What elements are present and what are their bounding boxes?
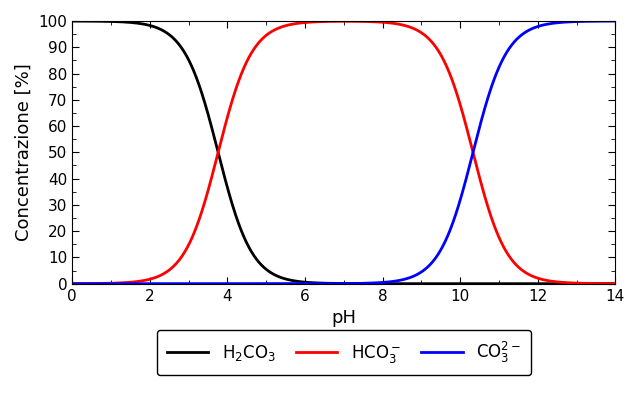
CO$_3^{2-}$ — [68, 281, 76, 286]
H$_2$CO$_3$ — [333, 281, 340, 286]
Line: H$_2$CO$_3$: H$_2$CO$_3$ — [72, 21, 616, 284]
HCO$_3^-$ — [612, 281, 620, 286]
H$_2$CO$_3$ — [612, 281, 620, 286]
HCO$_3^-$ — [318, 19, 326, 24]
HCO$_3^-$ — [596, 281, 604, 286]
HCO$_3^-$ — [497, 238, 504, 242]
H$_2$CO$_3$ — [496, 281, 504, 286]
HCO$_3^-$ — [333, 19, 340, 24]
HCO$_3^-$ — [596, 281, 604, 286]
Line: HCO$_3^-$: HCO$_3^-$ — [72, 21, 616, 284]
CO$_3^{2-}$ — [496, 63, 504, 68]
H$_2$CO$_3$ — [68, 19, 76, 23]
CO$_3^{2-}$ — [612, 19, 620, 23]
X-axis label: pH: pH — [332, 309, 356, 327]
H$_2$CO$_3$ — [96, 19, 104, 24]
Legend: H$_2$CO$_3$, HCO$_3^-$, CO$_3^{2-}$: H$_2$CO$_3$, HCO$_3^-$, CO$_3^{2-}$ — [157, 330, 531, 375]
Y-axis label: Concentrazione [%]: Concentrazione [%] — [15, 63, 33, 241]
H$_2$CO$_3$ — [596, 281, 604, 286]
HCO$_3^-$ — [68, 281, 76, 286]
CO$_3^{2-}$ — [596, 19, 604, 24]
H$_2$CO$_3$ — [595, 281, 603, 286]
H$_2$CO$_3$ — [318, 281, 326, 286]
CO$_3^{2-}$ — [96, 281, 104, 286]
HCO$_3^-$ — [342, 19, 349, 24]
CO$_3^{2-}$ — [318, 281, 326, 286]
CO$_3^{2-}$ — [595, 19, 603, 24]
Line: CO$_3^{2-}$: CO$_3^{2-}$ — [72, 21, 616, 284]
HCO$_3^-$ — [96, 281, 104, 286]
CO$_3^{2-}$ — [333, 281, 340, 286]
